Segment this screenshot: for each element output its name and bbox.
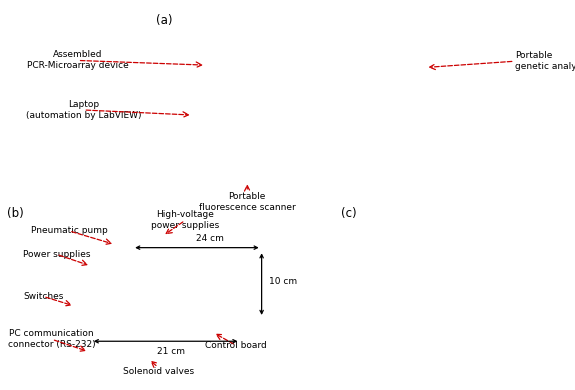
Text: 24 cm: 24 cm — [196, 234, 224, 243]
Text: Switches: Switches — [23, 292, 63, 301]
Text: Pneumatic pump: Pneumatic pump — [30, 226, 108, 236]
Text: 10 cm: 10 cm — [269, 277, 297, 286]
Text: Portable
genetic analyzer: Portable genetic analyzer — [515, 51, 575, 71]
Text: 21 cm: 21 cm — [158, 347, 185, 356]
Text: PC communication
connector (RS-232): PC communication connector (RS-232) — [8, 329, 95, 349]
Text: Control board: Control board — [205, 340, 267, 350]
Text: (a): (a) — [156, 14, 172, 27]
Text: Solenoid valves: Solenoid valves — [122, 367, 194, 376]
Text: Power supplies: Power supplies — [22, 250, 90, 259]
Text: (c): (c) — [341, 207, 356, 220]
Text: Laptop
(automation by LabVIEW): Laptop (automation by LabVIEW) — [26, 100, 141, 120]
Text: Portable
fluorescence scanner: Portable fluorescence scanner — [199, 192, 296, 212]
Text: High-voltage
power supplies: High-voltage power supplies — [151, 210, 219, 230]
Text: Assembled
PCR-Microarray device: Assembled PCR-Microarray device — [27, 50, 128, 71]
Text: (b): (b) — [7, 207, 24, 220]
